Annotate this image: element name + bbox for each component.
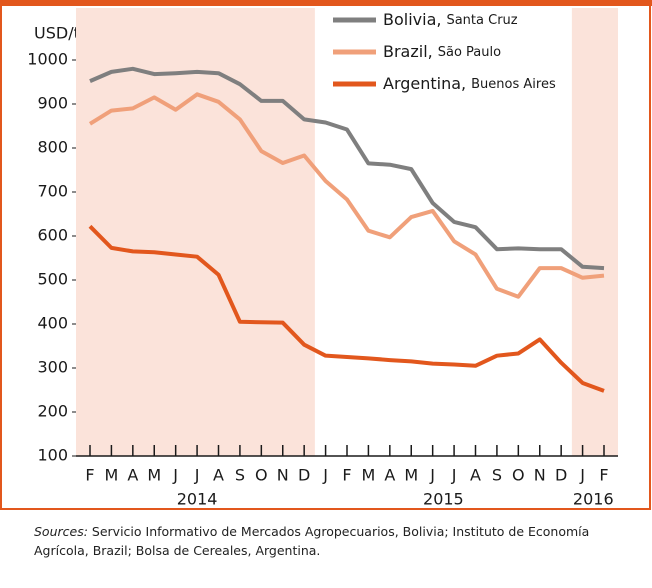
x-tick-label: A: [384, 466, 395, 485]
x-tick-label: J: [579, 466, 585, 485]
y-tick-label: 400: [37, 314, 68, 333]
y-tick-label: 600: [37, 226, 68, 245]
y-tick-label: 700: [37, 182, 68, 201]
legend-label: Brazil, São Paulo: [383, 42, 501, 61]
legend-name: Argentina,: [383, 74, 466, 93]
x-tick-label: S: [492, 466, 502, 485]
x-tick-label: M: [147, 466, 161, 485]
y-tick-label: 800: [37, 138, 68, 157]
year-shade: [76, 8, 315, 456]
legend-name: Brazil,: [383, 42, 433, 61]
x-tick-label: J: [451, 466, 457, 485]
legend-label: Bolivia, Santa Cruz: [383, 10, 518, 29]
y-tick-label: 300: [37, 358, 68, 377]
x-tick-label: A: [213, 466, 224, 485]
x-tick-label: N: [277, 466, 289, 485]
x-tick-label: F: [342, 466, 351, 485]
x-tick-label: S: [235, 466, 245, 485]
y-tick-label: 200: [37, 402, 68, 421]
y-tick-label: 100: [37, 446, 68, 465]
x-tick-label: F: [599, 466, 608, 485]
x-tick-label: J: [194, 466, 200, 485]
frame-top: [0, 0, 652, 6]
legend-location: Santa Cruz: [446, 13, 517, 28]
legend-location: São Paulo: [438, 45, 501, 60]
year-label: 2015: [423, 490, 464, 509]
year-label: 2016: [573, 490, 614, 509]
year-label: 2014: [177, 490, 218, 509]
x-tick-label: O: [255, 466, 268, 485]
y-tick-label: 1000: [27, 50, 68, 69]
x-tick-label: M: [362, 466, 376, 485]
x-tick-label: O: [512, 466, 525, 485]
x-tick-label: M: [404, 466, 418, 485]
sources: Sources: Servicio Informativo de Mercado…: [34, 522, 634, 560]
x-tick-label: J: [429, 466, 435, 485]
legend-location: Buenos Aires: [471, 77, 556, 92]
x-tick-label: A: [470, 466, 481, 485]
x-tick-label: D: [298, 466, 310, 485]
x-tick-label: M: [105, 466, 119, 485]
sources-text: Servicio Informativo de Mercados Agropec…: [34, 524, 590, 558]
x-tick-label: N: [534, 466, 546, 485]
y-tick-label: 900: [37, 94, 68, 113]
x-tick-label: J: [322, 466, 328, 485]
legend-label: Argentina, Buenos Aires: [383, 74, 556, 93]
series-line: [88, 92, 605, 299]
sources-label: Sources:: [34, 524, 88, 539]
x-tick-label: D: [555, 466, 567, 485]
y-tick-label: 500: [37, 270, 68, 289]
chart: USD/tonne 100200300400500600700800900100…: [0, 0, 652, 510]
legend-name: Bolivia,: [383, 10, 441, 29]
series-line: [89, 66, 605, 271]
x-tick-label: A: [127, 466, 138, 485]
x-tick-label: J: [172, 466, 178, 485]
x-tick-label: F: [85, 466, 94, 485]
series-line: [88, 224, 605, 393]
